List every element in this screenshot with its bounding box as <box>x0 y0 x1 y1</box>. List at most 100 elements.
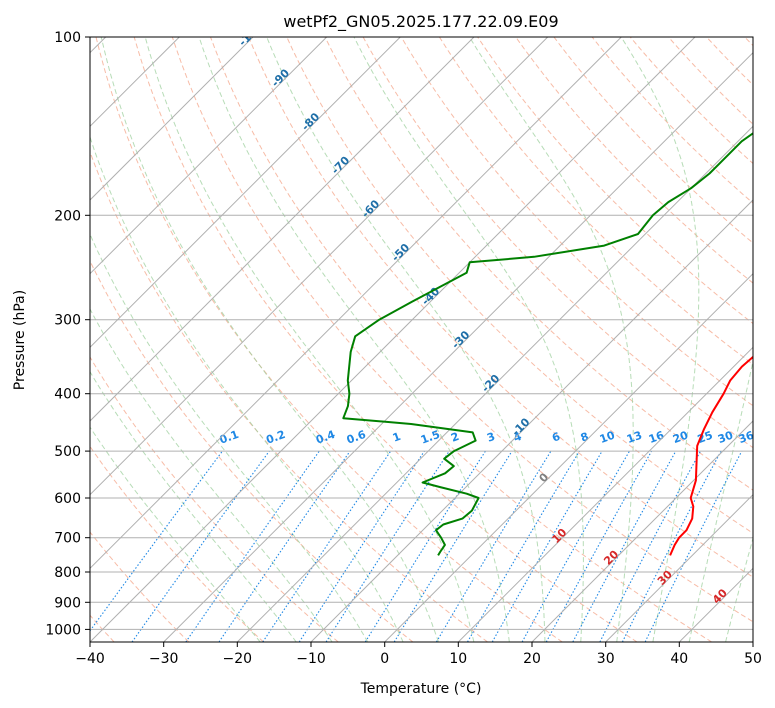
isotherm-line <box>531 420 753 642</box>
isobars <box>90 37 753 630</box>
chart-title: wetPf2_GN05.2025.177.22.09.E09 <box>283 12 558 32</box>
moist-adiabat-line <box>90 426 261 642</box>
x-tick-label: 30 <box>597 651 615 667</box>
mixing-ratio-label: 10 <box>598 428 617 446</box>
mixing-ratio-line <box>90 450 223 632</box>
moist-adiabat-line <box>144 37 475 642</box>
mixing-ratio-line <box>298 450 425 642</box>
mixing-ratio-line <box>185 450 320 642</box>
moist-adiabats <box>90 37 753 642</box>
x-tick-label: 40 <box>670 651 688 667</box>
dry-adiabat-line <box>133 37 638 642</box>
isotherm-line <box>384 272 753 642</box>
dry-adiabat-line <box>248 37 753 578</box>
x-tick-label: −10 <box>296 651 326 667</box>
x-tick-label: 0 <box>380 651 389 667</box>
profiles <box>342 132 753 556</box>
mixing-ratio-label: 30 <box>716 428 735 446</box>
y-tick-label: 700 <box>54 531 81 547</box>
mixing-ratio-line <box>599 450 701 642</box>
dry-adiabat-line <box>400 37 753 407</box>
mixing-ratio-label: 0.1 <box>218 428 241 447</box>
dry-adiabat-line <box>90 531 190 642</box>
x-tick-label: 10 <box>449 651 467 667</box>
x-tick-label: −40 <box>75 651 105 667</box>
mixing-ratio-label: 20 <box>671 428 690 446</box>
mixing-ratio-line <box>644 450 743 642</box>
mixing-ratio-lines: 0.1 0.2 0.4 0.6 1 1.5 2 3 4 6 8 10 13 16 20 25 30 36 <box>90 428 753 642</box>
x-tick-label: 50 <box>744 651 762 667</box>
isotherm-line <box>163 51 753 642</box>
mixing-ratio-label: 2 <box>449 430 461 445</box>
mixing-ratio-label: 0.2 <box>264 428 287 447</box>
isotherm-line <box>90 37 696 642</box>
mixing-ratio-line <box>621 450 722 642</box>
y-tick-label: 1000 <box>45 622 81 638</box>
mixing-ratio-label: 6 <box>550 430 562 445</box>
mixing-ratio-label: 1 <box>391 430 403 445</box>
moist-adiabat-line <box>100 37 439 642</box>
x-axis-label: Temperature (°C) <box>360 681 482 697</box>
isotherm-line <box>236 125 753 642</box>
isotherm-line <box>90 37 622 570</box>
y-axis: 100 200 300 400 500 600 700 800 900 1000 <box>45 30 90 638</box>
isotherms <box>90 37 753 642</box>
y-tick-label: 800 <box>54 565 81 581</box>
dewpoint-profile <box>342 132 753 556</box>
y-tick-label: 300 <box>54 313 81 329</box>
mixing-ratio-label: 1.5 <box>419 428 442 447</box>
mixing-ratio-line <box>262 450 392 642</box>
mixing-ratio-label: 0.4 <box>314 428 337 447</box>
plot-frame <box>89 36 754 643</box>
x-tick-label: −30 <box>149 651 179 667</box>
isotherm-line <box>90 37 401 349</box>
moist-adiabat-line <box>688 358 753 642</box>
dry-adiabat-line <box>90 150 488 642</box>
mixing-ratio-label: 13 <box>625 429 644 446</box>
dry-adiabat-line <box>438 37 753 366</box>
dry-adiabat-line <box>210 37 753 623</box>
dry-adiabat-line <box>171 37 712 642</box>
moist-adiabat-line <box>90 308 333 642</box>
y-tick-label: 600 <box>54 491 81 507</box>
mixing-ratio-label: 8 <box>579 430 591 445</box>
isotherm-line <box>90 37 475 422</box>
moist-adiabat-line <box>90 232 369 642</box>
mixing-ratio-line <box>364 450 486 642</box>
x-tick-label: 20 <box>523 651 541 667</box>
mixing-ratio-line <box>572 450 677 642</box>
mixing-ratio-line <box>435 450 552 642</box>
dry-adiabat-label: -100 <box>236 20 265 49</box>
y-tick-label: 900 <box>54 595 81 611</box>
y-tick-label: 400 <box>54 387 81 403</box>
y-tick-label: 200 <box>54 208 81 224</box>
mixing-ratio-line <box>218 450 351 642</box>
isotherm-line <box>457 346 753 642</box>
mixing-ratio-line <box>325 450 450 642</box>
mixing-ratio-label: 0.6 <box>345 428 368 447</box>
moist-adiabat-line <box>620 37 700 642</box>
temperature-profile <box>669 355 753 556</box>
moist-adiabat-line <box>198 37 510 642</box>
isotherm-line <box>90 37 328 275</box>
moist-adiabat-line <box>725 536 753 642</box>
mixing-ratio-label: 25 <box>696 429 715 446</box>
y-tick-label: 500 <box>54 444 81 460</box>
isotherm-line <box>310 199 753 642</box>
dry-adiabat-line <box>95 37 563 642</box>
y-axis-label: Pressure (hPa) <box>12 290 28 390</box>
isotherm-line <box>90 37 254 201</box>
x-tick-label: −20 <box>223 651 253 667</box>
moist-adiabat-line <box>266 37 546 642</box>
mixing-ratio-line <box>521 450 630 642</box>
dry-adiabat-line <box>324 37 753 491</box>
dry-adiabat-line <box>90 356 339 642</box>
moist-adiabat-line <box>90 135 404 642</box>
dry-adiabat-line <box>90 445 264 642</box>
mixing-ratio-line <box>545 450 653 642</box>
isotherm-line <box>605 493 753 642</box>
isotherm-line <box>90 37 549 496</box>
mixing-ratio-line <box>393 450 513 642</box>
